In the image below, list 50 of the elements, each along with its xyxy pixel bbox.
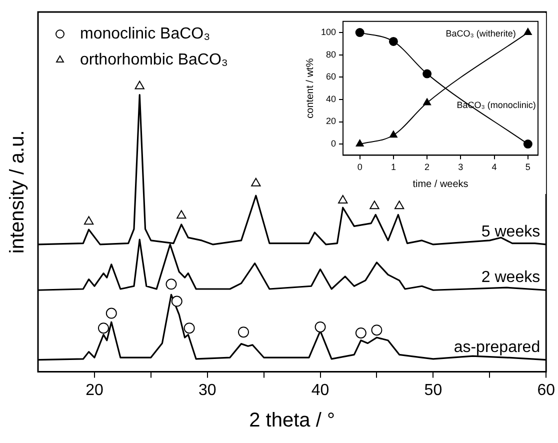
x-tick-label: 1: [390, 162, 396, 172]
x-tick-label: 2: [424, 162, 430, 172]
point: [355, 28, 364, 38]
point: [523, 140, 532, 149]
series-label: BaCO₃ (witherite): [446, 28, 516, 39]
x-tick-label: 60: [537, 382, 556, 399]
y-tick-label: 20: [326, 116, 336, 126]
point: [338, 194, 348, 204]
point: [371, 324, 382, 336]
point: [394, 200, 404, 210]
point: [423, 98, 432, 106]
point: [171, 296, 182, 307]
point: [106, 308, 117, 319]
y-tick-label: 60: [326, 72, 336, 82]
x-tick-label: 50: [424, 382, 442, 399]
point: [388, 36, 398, 46]
x-tick-label: 4: [492, 162, 497, 172]
x-tick-label: 0: [357, 162, 362, 172]
point: [370, 200, 380, 210]
y-tick-label: 0: [331, 138, 336, 149]
x-axis-title: 2 theta / °: [249, 410, 335, 432]
series-label: as-prepared: [454, 338, 540, 356]
legend-label: monoclinic BaCO₃: [80, 25, 210, 42]
series-label: 5 weeks: [481, 223, 540, 240]
y-axis-title: content / wt%: [304, 58, 316, 118]
point: [251, 178, 261, 186]
point: [355, 327, 366, 338]
x-tick-label: 3: [458, 162, 464, 172]
point: [98, 322, 109, 334]
x-tick-label: 5: [525, 162, 530, 172]
point: [356, 140, 364, 147]
point: [314, 321, 326, 332]
point: [84, 216, 94, 225]
x-tick-label: 20: [86, 382, 104, 399]
x-tick-label: 30: [198, 382, 216, 399]
y-tick-label: 40: [326, 94, 336, 104]
point: [166, 278, 177, 290]
point: [176, 210, 186, 219]
x-axis-title: time / weeks: [412, 178, 468, 190]
legend-label: orthorhombic BaCO₃: [80, 51, 228, 68]
y-tick-label: 80: [326, 49, 336, 60]
y-tick-label: 100: [320, 27, 336, 38]
y-axis-title: intensity / a.u.: [6, 130, 29, 254]
series-label: 2 weeks: [481, 269, 540, 286]
point: [389, 130, 398, 138]
point: [238, 326, 249, 338]
point: [134, 80, 144, 90]
point: [184, 322, 195, 334]
point: [422, 69, 432, 78]
point: [524, 28, 532, 36]
